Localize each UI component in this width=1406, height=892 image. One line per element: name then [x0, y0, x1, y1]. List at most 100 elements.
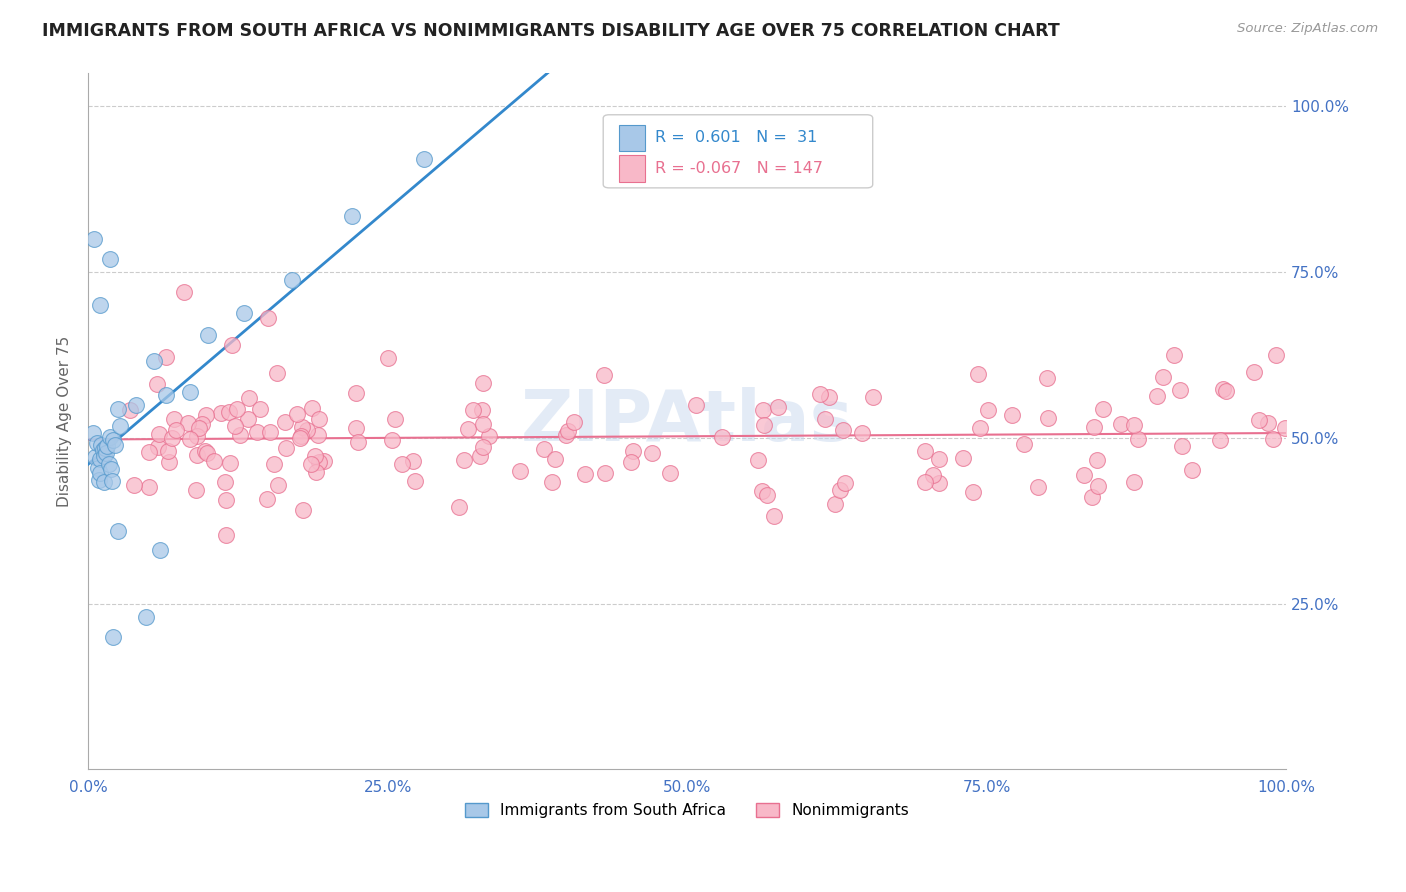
Point — [977, 403, 1000, 417]
Point — [138, 445, 160, 459]
Point — [914, 475, 936, 490]
Point — [1012, 437, 1035, 451]
Point — [107, 401, 129, 416]
Point — [285, 407, 308, 421]
Point — [89, 298, 111, 312]
Point — [155, 350, 177, 364]
Point — [100, 461, 122, 475]
Point — [928, 475, 950, 490]
Point — [225, 402, 247, 417]
Point — [301, 401, 323, 416]
Point — [93, 475, 115, 490]
Point — [84, 450, 107, 465]
Point — [308, 455, 330, 469]
Point — [290, 428, 312, 442]
Point — [120, 402, 142, 417]
Point — [266, 478, 288, 492]
Point — [763, 509, 786, 524]
Point — [236, 411, 259, 425]
Point — [1035, 370, 1057, 384]
Text: R = -0.067   N = 147: R = -0.067 N = 147 — [655, 161, 823, 176]
Point — [86, 435, 108, 450]
Point — [1109, 417, 1132, 431]
Point — [89, 452, 111, 467]
Point — [163, 412, 186, 426]
Point — [259, 425, 281, 439]
Point — [110, 419, 132, 434]
Point — [83, 232, 105, 246]
Point — [1123, 475, 1146, 489]
Point — [82, 426, 104, 441]
Point — [593, 467, 616, 481]
FancyBboxPatch shape — [603, 115, 873, 188]
Point — [195, 446, 218, 460]
Point — [122, 478, 145, 492]
Point — [125, 398, 148, 412]
Point — [340, 209, 363, 223]
Point — [952, 450, 974, 465]
Point — [94, 446, 117, 460]
Point — [195, 408, 218, 422]
Point — [509, 464, 531, 478]
Point — [1168, 384, 1191, 398]
Point — [209, 406, 232, 420]
Point — [641, 445, 664, 459]
Point — [308, 412, 330, 426]
Point — [478, 429, 501, 443]
Point — [148, 427, 170, 442]
Point — [299, 457, 322, 471]
Point — [94, 441, 117, 455]
Point — [101, 474, 124, 488]
Point — [1026, 480, 1049, 494]
Point — [344, 385, 367, 400]
Point — [620, 455, 643, 469]
Point — [381, 434, 404, 448]
Point — [1274, 420, 1296, 434]
Point — [808, 386, 831, 401]
Point — [291, 503, 314, 517]
Point — [155, 388, 177, 402]
Point — [1087, 479, 1109, 493]
Point — [533, 442, 555, 457]
FancyBboxPatch shape — [619, 125, 645, 151]
Point — [224, 418, 246, 433]
Point — [263, 457, 285, 471]
Point — [91, 443, 114, 458]
Point — [412, 152, 434, 166]
Point — [97, 458, 120, 472]
Point — [1001, 408, 1024, 422]
Point — [344, 421, 367, 435]
Point — [214, 475, 236, 490]
Point — [967, 367, 990, 381]
Point — [685, 398, 707, 412]
Point — [457, 422, 479, 436]
Point — [1123, 417, 1146, 432]
Point — [914, 443, 936, 458]
Point — [135, 609, 157, 624]
Point — [191, 417, 214, 432]
Point — [1083, 419, 1105, 434]
Point — [453, 453, 475, 467]
Point — [1091, 401, 1114, 416]
Point — [1243, 365, 1265, 379]
Point — [1264, 348, 1286, 362]
Point — [266, 366, 288, 380]
Point — [1073, 468, 1095, 483]
Point — [107, 524, 129, 538]
Point — [962, 484, 984, 499]
Point — [834, 475, 856, 490]
Point — [928, 452, 950, 467]
Point — [90, 438, 112, 452]
Point — [1146, 389, 1168, 403]
Point — [219, 456, 242, 470]
Point — [1163, 348, 1185, 362]
Point — [103, 433, 125, 447]
Point — [295, 423, 318, 437]
Point — [862, 390, 884, 404]
Point — [402, 454, 425, 468]
Point — [186, 429, 208, 443]
Point — [149, 543, 172, 558]
FancyBboxPatch shape — [619, 155, 645, 182]
Point — [1128, 432, 1150, 446]
Text: ZIPAtlas: ZIPAtlas — [520, 386, 853, 456]
